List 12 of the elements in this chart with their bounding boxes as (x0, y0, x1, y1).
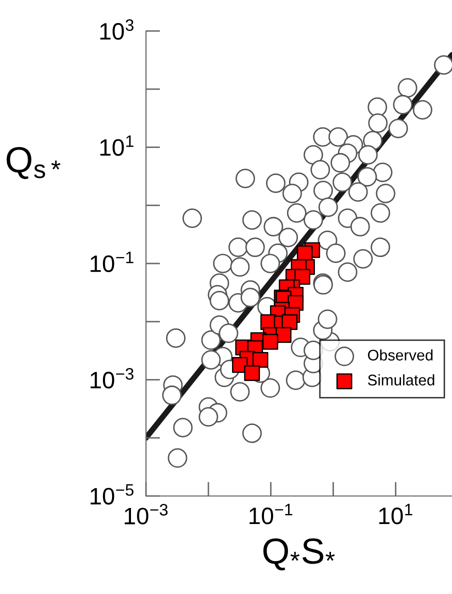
y-tick-label: 10$^{−3}$ (90, 368, 134, 389)
x-tick-label: 10$^{1}$ (379, 504, 412, 524)
legend-label: Observed (368, 349, 433, 361)
y-tick-label: 10$^{−5}$ (90, 484, 134, 505)
y-tick-label: 10$^{−1}$ (90, 252, 134, 272)
y-axis-title: Q$_{s*}$ (6, 147, 60, 180)
x-axis-title: Q$_{*}$S$_{*}$ (263, 538, 335, 570)
x-tick-label: 10$^{−3}$ (124, 504, 168, 524)
legend-label: Simulated (368, 374, 434, 386)
x-tick-label: 10$^{−1}$ (250, 504, 292, 524)
y-tick-label: 10$^{1}$ (100, 136, 134, 156)
y-tick-label: 10$^{3}$ (100, 19, 134, 40)
